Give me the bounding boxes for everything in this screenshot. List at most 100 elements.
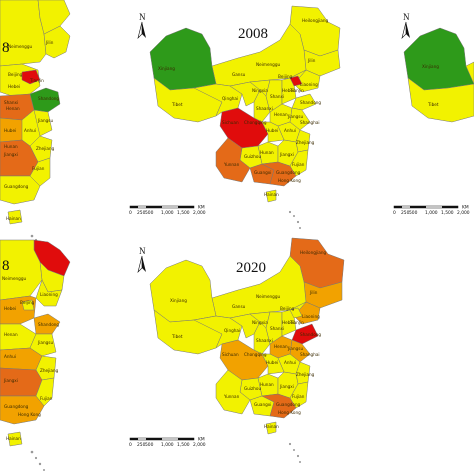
region-hainan [7, 431, 23, 447]
region-label: Tibet [427, 102, 439, 107]
region-label: Shanxi [270, 94, 284, 99]
region-label: Hong Kong [278, 410, 301, 415]
region-label: Xinjiang [170, 298, 187, 303]
region-label: Fujian [292, 394, 305, 399]
scale-tick-label: 1,500 [177, 442, 190, 448]
panel-year-label: 8 [2, 40, 10, 56]
scale-tick-label: 250 [137, 210, 146, 216]
scale-bar-segment [146, 438, 162, 440]
region-label: Jilin [45, 40, 54, 45]
region-label: Yunnan [223, 162, 240, 167]
scale-bar-segment [130, 438, 138, 440]
region-label: Shanxi [270, 326, 284, 331]
scale-tick-label: 500 [409, 210, 418, 216]
region-label: Qinghai [224, 328, 240, 333]
region-label: Fujian [40, 396, 53, 401]
region-labels: Neimenggu Jilin Beijing Tianjin Hebei Shanxi S… [3, 40, 59, 221]
region-label: Tianjin [29, 78, 44, 83]
region-sichuan-chongqing [219, 107, 269, 149]
region-label: Guizhou [244, 386, 261, 391]
scale-unit: KM [462, 205, 469, 211]
region-label: Shandong [300, 332, 321, 337]
region-label: Shandong [38, 322, 59, 327]
region-hainan [265, 421, 277, 435]
region-labels: Heilongjiang Xinjiang Gansu Neimenggu Jilin L… [158, 18, 328, 197]
scale-bar-segment [130, 206, 138, 208]
region-label: Gansu [232, 304, 246, 309]
scale-tick-label: 1,000 [161, 210, 174, 216]
region-label: Chongqing [244, 120, 267, 125]
region-label: Guangdong [276, 402, 301, 407]
compass-letter: N [403, 12, 410, 22]
region-label: Hebei [8, 84, 20, 89]
region-label: Hubei [4, 128, 16, 133]
region-label: Guizhou [244, 154, 261, 159]
region-label: Guangxi [254, 170, 271, 175]
region-shandong [291, 93, 317, 111]
region-label: Beijing [20, 300, 35, 305]
scale-tick-label: 1,500 [441, 210, 454, 216]
compass: N [137, 12, 146, 39]
region-beijing-tianjin [289, 307, 303, 319]
region-label: Heilongjiang [300, 250, 326, 255]
region-label: Anhui [284, 360, 296, 365]
region-xinjiang [403, 27, 474, 91]
scale-bar-segment [146, 206, 162, 208]
region-label: Beijing [280, 306, 295, 311]
region-label: Neimenggu [256, 294, 280, 299]
scale-tick-label: 0 [129, 442, 132, 448]
compass: N [137, 246, 146, 273]
region-guangdong [261, 393, 297, 419]
region-label: Zhejiang [36, 146, 55, 151]
map-panel-top-left: 8 Neimenggu Jilin Beijing Tianjin Hebei Shanx… [0, 0, 71, 265]
region-label: Sichuan [222, 352, 239, 357]
region-label: Hunan [4, 144, 18, 149]
region-label: Zhejiang [296, 372, 315, 377]
region-sichuan-chongqing [219, 339, 269, 381]
scale-bar-segment [442, 206, 458, 208]
region-guangdong [0, 395, 45, 425]
region-label: Hong Kong [18, 412, 41, 417]
region-label: Ningxia [252, 88, 268, 93]
region-label: Jiangsu [287, 114, 303, 119]
region-jilin [37, 0, 71, 35]
region-label: Henan [274, 112, 288, 117]
south-china-sea-islands [288, 210, 301, 229]
region-label: Jiangsu [287, 346, 303, 351]
region-label: Yunnan [223, 394, 240, 399]
scale-tick-label: 1,500 [177, 210, 190, 216]
region-label: Hebei [4, 306, 16, 311]
scale-tick-label: 1,000 [161, 442, 174, 448]
scale-tick-label: 2,000 [193, 210, 206, 216]
region-label: Jiangxi [279, 384, 294, 389]
region-label: Guangdong [4, 404, 29, 409]
panel-year-label: 2008 [238, 26, 268, 42]
region-labels: Heilongjiang Jilin Xinjiang Gansu Neimenggu L… [170, 250, 326, 429]
region-label: Guangxi [254, 402, 271, 407]
scale-tick-label: 0 [129, 210, 132, 216]
scale-bar-segment [410, 206, 426, 208]
compass: N [401, 12, 410, 39]
region-xinjiang [149, 259, 217, 323]
region-label: Tibet [171, 334, 183, 339]
panel-year-label: 8 [2, 258, 10, 274]
region-neimenggu [465, 61, 474, 85]
region-label: Shaanxi [256, 106, 273, 111]
south-china-sea-islands [30, 450, 45, 471]
region-label: Henan [274, 344, 288, 349]
region-xinjiang [149, 27, 217, 91]
region-label: Sichuan [222, 120, 239, 125]
region-shandong [291, 323, 319, 345]
region-label: Shandong [38, 96, 59, 101]
scale-tick-label: 250 [401, 210, 410, 216]
region-label: Chongqing [244, 352, 267, 357]
region-label: Hunan [260, 382, 274, 387]
region-label: Anhui [284, 128, 296, 133]
region-label: Anhui [24, 128, 36, 133]
compass-letter: N [139, 12, 146, 22]
region-label: Neimenggu [2, 276, 26, 281]
region-label: Shanghai [300, 352, 320, 357]
